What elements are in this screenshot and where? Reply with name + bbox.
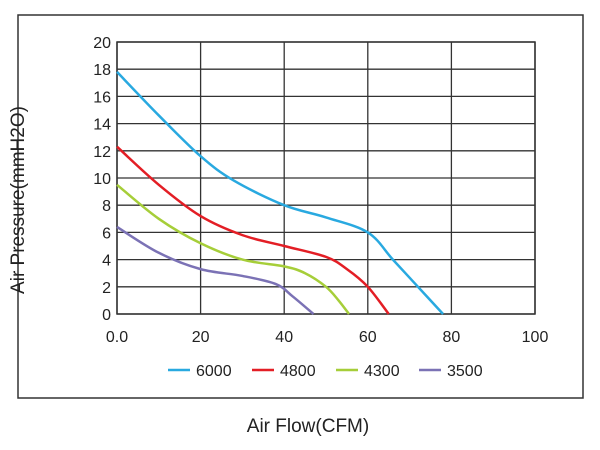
y-tick-label: 2 [102,280,111,297]
y-tick-label: 10 [93,171,111,188]
series-lines [116,71,444,315]
legend-label: 4300 [364,363,400,380]
y-tick-label: 20 [93,35,111,52]
chart-frame [17,14,584,399]
y-tick-label: 14 [93,117,111,134]
y-tick-label: 6 [102,225,111,242]
y-tick-labels: 0 2 4 6 8 10 12 14 16 18 20 [93,35,111,324]
x-tick-label: 100 [522,329,549,346]
y-tick-label: 8 [102,198,111,215]
series-line-6000 [116,71,444,315]
legend-label: 3500 [447,363,483,380]
x-tick-label: 60 [359,329,377,346]
series-line-4300 [116,183,350,315]
x-tick-label: 40 [275,329,293,346]
y-tick-label: 16 [93,89,111,106]
grid [116,41,536,315]
y-tick-label: 18 [93,62,111,79]
series-line-4800 [116,145,390,315]
y-tick-label: 0 [102,307,111,324]
y-axis-label: Air Pressure(mmH2O) [8,106,29,294]
y-tick-label: 4 [102,253,111,270]
x-tick-labels: 0.0 20 40 60 80 100 [106,329,549,346]
x-axis-label: Air Flow(CFM) [247,416,369,437]
legend: 6000 4800 4300 3500 [168,363,483,380]
x-tick-label: 20 [192,329,210,346]
legend-label: 6000 [196,363,232,380]
x-tick-label: 0.0 [106,329,128,346]
y-tick-label: 12 [93,144,111,161]
series-line-3500 [116,225,315,315]
legend-label: 4800 [280,363,316,380]
x-tick-label: 80 [443,329,461,346]
